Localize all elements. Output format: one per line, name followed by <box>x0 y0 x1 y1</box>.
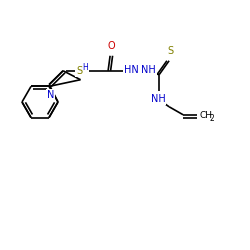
Text: NH: NH <box>151 94 166 104</box>
Text: O: O <box>107 41 115 51</box>
Text: NH: NH <box>141 65 156 75</box>
Text: CH: CH <box>199 111 212 120</box>
Text: S: S <box>76 66 82 76</box>
Text: H: H <box>82 63 88 72</box>
Text: N: N <box>46 90 54 100</box>
Text: N: N <box>76 65 83 75</box>
Text: 2: 2 <box>209 114 214 123</box>
Text: HN: HN <box>124 65 139 75</box>
Text: S: S <box>167 46 173 56</box>
